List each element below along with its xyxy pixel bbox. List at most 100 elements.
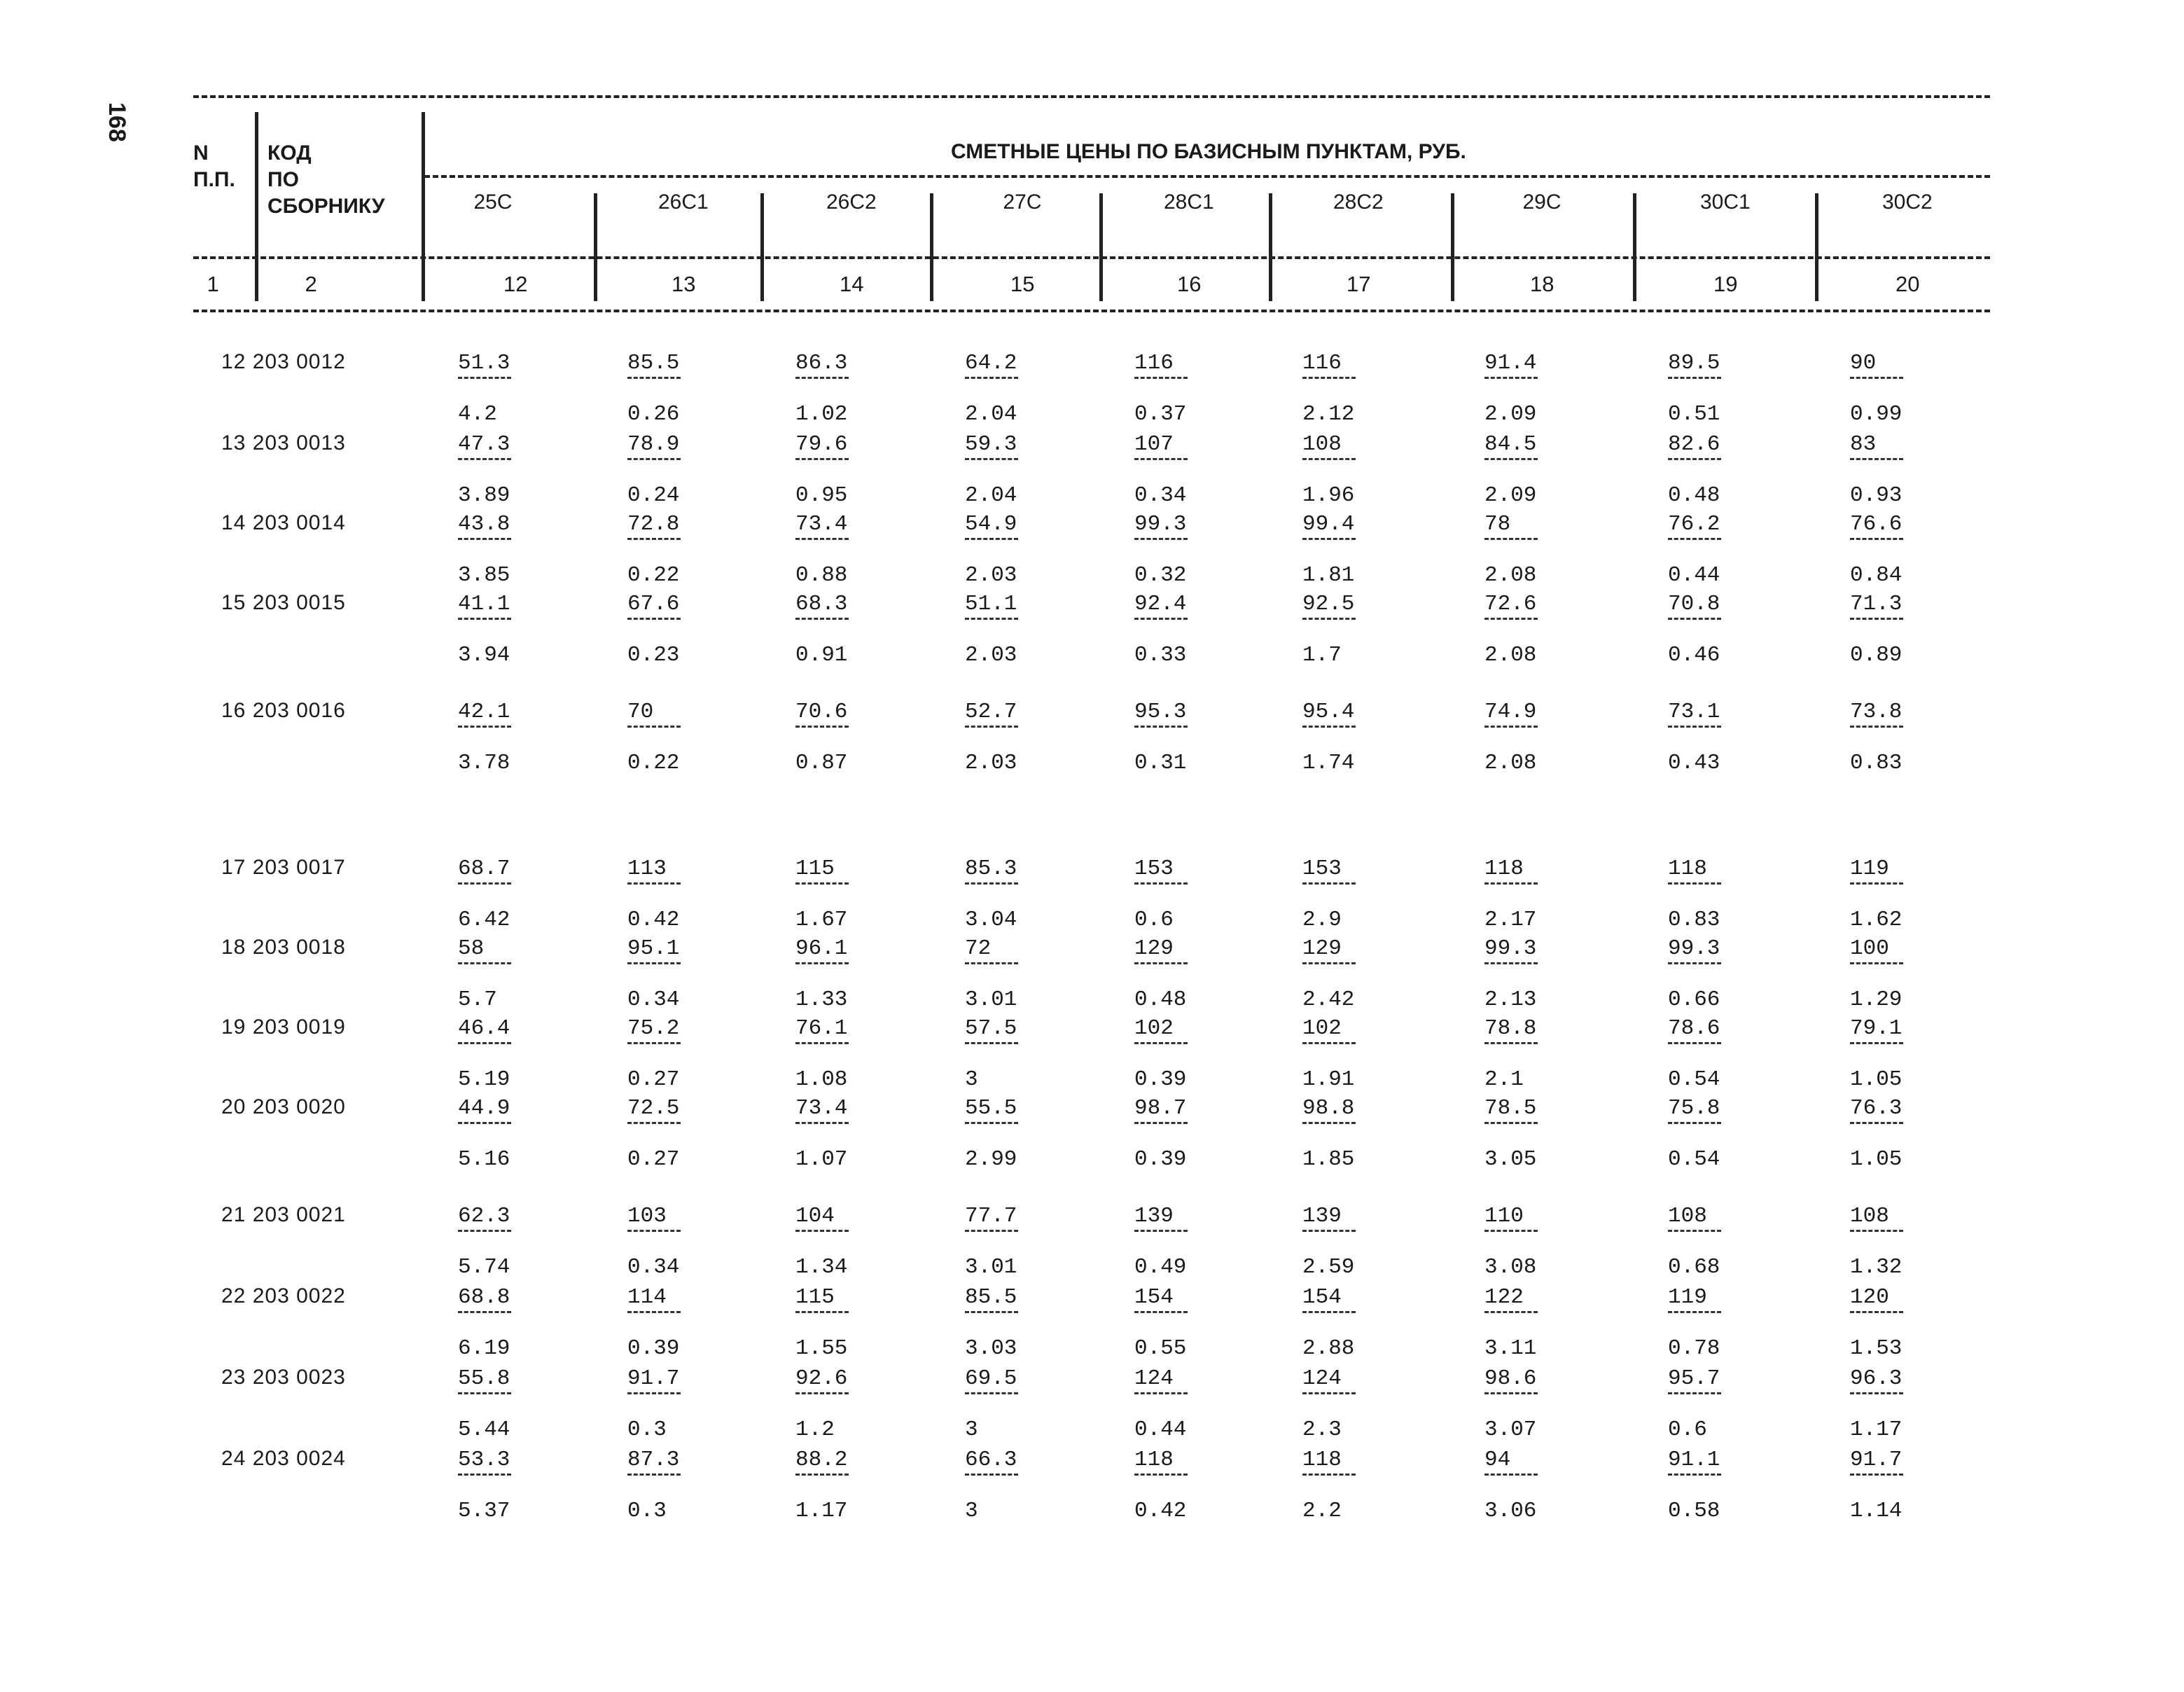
labor-value: 2.12 bbox=[1302, 402, 1355, 427]
price-cell: 94 3.06 bbox=[1484, 1447, 1590, 1525]
labor-value: 3.04 bbox=[965, 908, 1017, 932]
price-cell: 102 1.91 bbox=[1302, 1015, 1407, 1093]
price-value: 100 bbox=[1850, 936, 1889, 961]
labor-value: 1.53 bbox=[1850, 1336, 1903, 1361]
labor-value: 1.34 bbox=[795, 1255, 848, 1280]
fraction-bar bbox=[795, 882, 849, 885]
price-value: 98.7 bbox=[1134, 1096, 1187, 1121]
price-cell: 72 3.01 bbox=[965, 936, 1070, 1013]
labor-value: 0.22 bbox=[627, 751, 680, 775]
price-cell: 118 2.2 bbox=[1302, 1447, 1407, 1525]
labor-value: 2.99 bbox=[965, 1147, 1017, 1172]
price-cell: 51.3 4.2 bbox=[458, 350, 563, 428]
price-value: 114 bbox=[627, 1285, 667, 1310]
price-value: 91.7 bbox=[627, 1366, 680, 1391]
price-value: 118 bbox=[1668, 857, 1707, 881]
header-divider bbox=[1451, 193, 1454, 301]
price-cell: 76.1 1.08 bbox=[795, 1015, 900, 1093]
price-cell: 139 2.59 bbox=[1302, 1203, 1407, 1281]
price-cell: 44.9 5.16 bbox=[458, 1095, 563, 1173]
price-value: 92.5 bbox=[1302, 592, 1355, 616]
price-cell: 76.2 0.44 bbox=[1668, 511, 1773, 589]
labor-value: 2.88 bbox=[1302, 1336, 1355, 1361]
price-value: 47.3 bbox=[458, 432, 510, 457]
price-cell: 99.3 2.13 bbox=[1484, 936, 1590, 1013]
point-header: 28С1 bbox=[1164, 190, 1214, 214]
labor-value: 2.08 bbox=[1484, 751, 1537, 775]
price-value: 119 bbox=[1850, 857, 1889, 881]
price-value: 78.8 bbox=[1484, 1016, 1537, 1041]
price-value: 99.3 bbox=[1134, 512, 1187, 536]
fraction-bar bbox=[1134, 1311, 1188, 1313]
row-code: 22 203 0022 bbox=[221, 1284, 346, 1308]
price-cell: 85.3 3.04 bbox=[965, 856, 1070, 934]
column-number: 2 bbox=[305, 272, 317, 296]
price-cell: 124 2.3 bbox=[1302, 1366, 1407, 1443]
fraction-bar bbox=[1302, 377, 1356, 379]
price-value: 79.6 bbox=[795, 432, 848, 457]
price-value: 76.6 bbox=[1850, 512, 1903, 536]
fraction-bar bbox=[627, 1122, 681, 1124]
price-value: 82.6 bbox=[1668, 432, 1720, 457]
price-value: 57.5 bbox=[965, 1016, 1017, 1041]
price-value: 55.8 bbox=[458, 1366, 510, 1391]
fraction-bar bbox=[965, 1311, 1018, 1313]
price-value: 108 bbox=[1668, 1204, 1707, 1228]
labor-value: 1.67 bbox=[795, 908, 848, 932]
price-value: 96.3 bbox=[1850, 1366, 1903, 1391]
price-cell: 79.6 0.95 bbox=[795, 431, 900, 509]
labor-value: 0.39 bbox=[1134, 1067, 1187, 1092]
labor-value: 3.01 bbox=[965, 987, 1017, 1012]
price-value: 52.7 bbox=[965, 700, 1017, 724]
price-cell: 83 0.93 bbox=[1850, 431, 1955, 509]
labor-value: 0.34 bbox=[627, 987, 680, 1012]
price-cell: 108 1.96 bbox=[1302, 431, 1407, 509]
fraction-bar bbox=[627, 1042, 681, 1044]
fraction-bar bbox=[795, 458, 849, 460]
fraction-bar bbox=[1484, 538, 1538, 540]
row-code: 20 203 0020 bbox=[221, 1095, 346, 1118]
price-value: 154 bbox=[1134, 1285, 1174, 1310]
column-number: 1 bbox=[207, 272, 219, 296]
price-value: 129 bbox=[1134, 936, 1174, 961]
labor-value: 0.34 bbox=[627, 1255, 680, 1280]
price-cell: 118 0.83 bbox=[1668, 856, 1773, 934]
labor-value: 0.66 bbox=[1668, 987, 1720, 1012]
fraction-bar bbox=[627, 1473, 681, 1476]
labor-value: 2.3 bbox=[1302, 1417, 1342, 1442]
fraction-bar bbox=[795, 377, 849, 379]
header-prices-title: СМЕТНЫЕ ЦЕНЫ ПО БАЗИСНЫМ ПУНКТАМ, РУБ. bbox=[951, 140, 1466, 163]
price-value: 139 bbox=[1134, 1204, 1174, 1228]
price-cell: 73.8 0.83 bbox=[1850, 699, 1955, 777]
price-cell: 46.4 5.19 bbox=[458, 1015, 563, 1093]
fraction-bar bbox=[965, 726, 1018, 728]
price-cell: 119 0.78 bbox=[1668, 1284, 1773, 1362]
price-cell: 95.4 1.74 bbox=[1302, 699, 1407, 777]
price-value: 69.5 bbox=[965, 1366, 1017, 1391]
fraction-bar bbox=[1850, 1473, 1903, 1476]
labor-value: 5.44 bbox=[458, 1417, 510, 1442]
fraction-bar bbox=[965, 377, 1018, 379]
fraction-bar bbox=[1134, 1122, 1188, 1124]
price-cell: 76.3 1.05 bbox=[1850, 1095, 1955, 1173]
price-cell: 59.3 2.04 bbox=[965, 431, 1070, 509]
fraction-bar bbox=[458, 1473, 511, 1476]
price-value: 92.4 bbox=[1134, 592, 1187, 616]
fraction-bar bbox=[795, 726, 849, 728]
fraction-bar bbox=[1484, 962, 1538, 964]
price-cell: 51.1 2.03 bbox=[965, 591, 1070, 669]
labor-value: 1.17 bbox=[1850, 1417, 1903, 1442]
price-value: 74.9 bbox=[1484, 700, 1537, 724]
price-value: 102 bbox=[1302, 1016, 1342, 1041]
price-cell: 153 0.6 bbox=[1134, 856, 1239, 934]
price-cell: 91.7 1.14 bbox=[1850, 1447, 1955, 1525]
price-value: 116 bbox=[1302, 351, 1342, 375]
price-cell: 96.1 1.33 bbox=[795, 936, 900, 1013]
price-value: 70 bbox=[627, 700, 654, 724]
fraction-bar bbox=[1850, 1392, 1903, 1394]
labor-value: 0.42 bbox=[1134, 1499, 1187, 1523]
labor-value: 2.04 bbox=[965, 483, 1017, 508]
labor-value: 5.19 bbox=[458, 1067, 510, 1092]
price-value: 78.6 bbox=[1668, 1016, 1720, 1041]
header-divider bbox=[1269, 193, 1272, 301]
